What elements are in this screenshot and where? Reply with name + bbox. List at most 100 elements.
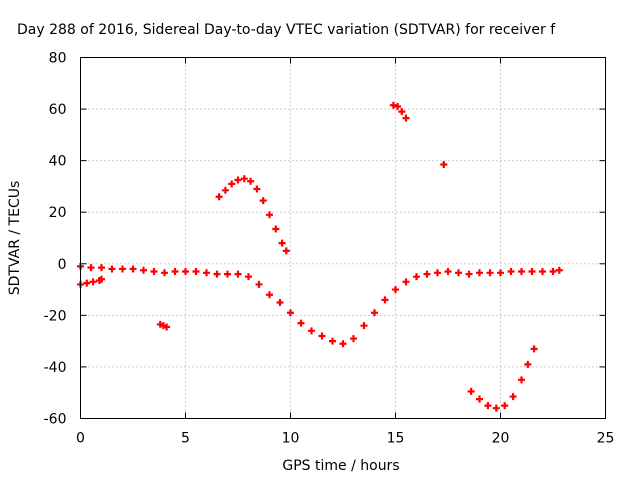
- data-point: [83, 279, 91, 287]
- data-point: [518, 376, 525, 384]
- x-tick-label: 15: [387, 431, 405, 447]
- series: [77, 262, 563, 348]
- data-point: [507, 268, 515, 276]
- data-point: [392, 286, 399, 294]
- y-tick-label: 80: [49, 51, 67, 67]
- data-point: [371, 309, 378, 317]
- data-point: [278, 239, 286, 247]
- data-point: [444, 268, 452, 276]
- data-point: [339, 340, 347, 348]
- data-point: [308, 327, 315, 335]
- data-point: [240, 175, 248, 183]
- data-point: [465, 270, 473, 278]
- y-tick-label: 60: [49, 102, 67, 118]
- data-point: [276, 298, 284, 306]
- data-point: [253, 185, 261, 193]
- data-point: [398, 108, 406, 116]
- series: [156, 320, 171, 331]
- data-point: [163, 323, 171, 331]
- x-tick-label: 5: [181, 431, 190, 447]
- data-points: [77, 101, 563, 412]
- data-point: [255, 280, 263, 288]
- data-point: [549, 268, 557, 276]
- data-point: [389, 101, 397, 109]
- data-point: [350, 335, 357, 343]
- data-point: [360, 322, 368, 330]
- data-point: [266, 211, 273, 219]
- data-point: [259, 197, 267, 205]
- data-point: [161, 269, 168, 277]
- y-tick-label: 40: [49, 154, 67, 170]
- data-point: [509, 393, 517, 401]
- data-point: [455, 269, 462, 277]
- data-point: [203, 269, 210, 277]
- data-point: [282, 247, 290, 255]
- data-point: [555, 266, 563, 274]
- data-point: [402, 114, 410, 122]
- data-point: [381, 296, 389, 304]
- data-point: [297, 319, 305, 327]
- data-point: [224, 270, 231, 278]
- data-point: [171, 268, 179, 276]
- data-point: [476, 395, 483, 403]
- series: [389, 101, 410, 122]
- y-tick-label: -60: [44, 412, 67, 428]
- data-point: [497, 269, 504, 277]
- data-point: [528, 268, 536, 276]
- y-tick-label: 20: [49, 205, 67, 221]
- data-point: [228, 180, 236, 188]
- data-point: [192, 268, 200, 276]
- data-point: [501, 402, 509, 410]
- data-point: [245, 273, 252, 281]
- series: [77, 275, 105, 288]
- data-point: [423, 270, 431, 278]
- series: [440, 161, 448, 169]
- x-tick-label: 0: [76, 431, 85, 447]
- plot-frame: [80, 57, 606, 419]
- data-point: [492, 404, 500, 412]
- y-tick-label: 0: [58, 257, 67, 273]
- data-point: [287, 309, 294, 317]
- data-point: [108, 265, 116, 273]
- data-point: [318, 332, 326, 340]
- data-point: [484, 402, 492, 410]
- grid: [80, 57, 606, 419]
- data-point: [413, 273, 420, 281]
- data-point: [440, 161, 448, 169]
- data-point: [87, 264, 95, 272]
- data-point: [434, 269, 441, 277]
- data-point: [394, 102, 402, 110]
- data-point: [213, 270, 221, 278]
- x-tick-label: 10: [282, 431, 300, 447]
- data-point: [98, 275, 105, 283]
- y-axis-label: SDTVAR / TECUs: [7, 181, 23, 296]
- series: [467, 345, 538, 412]
- data-point: [234, 270, 242, 278]
- data-point: [247, 177, 255, 185]
- data-point: [524, 360, 532, 368]
- data-point: [89, 278, 97, 286]
- data-point: [467, 387, 475, 395]
- data-point: [266, 291, 273, 299]
- data-point: [539, 268, 546, 276]
- series: [215, 175, 290, 255]
- y-tick-label: -40: [44, 360, 67, 376]
- data-point: [150, 268, 158, 276]
- x-tick-label: 25: [597, 431, 615, 447]
- data-point: [215, 193, 223, 201]
- y-tick-label: -20: [44, 308, 67, 324]
- data-point: [530, 345, 538, 353]
- axis-ticks: 0 5 10 15 20 25 -60 -40 -20 0 20 40 60 80: [44, 51, 615, 447]
- data-point: [486, 269, 494, 277]
- chart-title: Day 288 of 2016, Sidereal Day-to-day VTE…: [17, 22, 556, 38]
- data-point: [119, 265, 126, 273]
- x-axis-label: GPS time / hours: [282, 458, 399, 474]
- data-point: [221, 186, 229, 194]
- x-tick-label: 20: [492, 431, 510, 447]
- data-point: [140, 266, 147, 274]
- data-point: [98, 264, 105, 272]
- data-point: [234, 176, 242, 184]
- data-point: [182, 268, 189, 276]
- data-point: [518, 268, 525, 276]
